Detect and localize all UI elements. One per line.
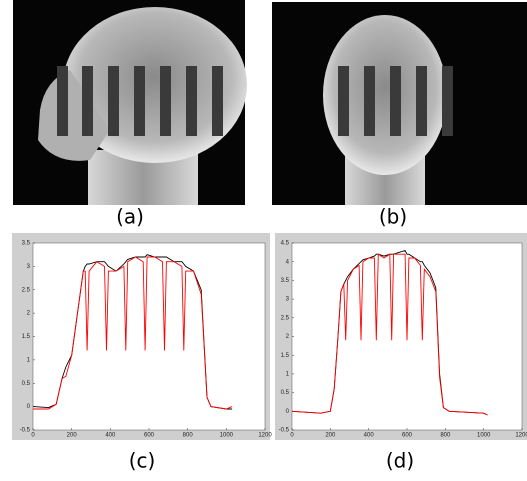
x-tick-label: 400: [364, 433, 375, 439]
y-tick-label: 3.5: [281, 278, 290, 284]
y-tick-label: 3: [286, 297, 290, 303]
x-tick-label: 1200: [515, 433, 527, 439]
y-tick-label: -0.5: [20, 428, 31, 434]
x-tick-label: 800: [440, 433, 451, 439]
x-tick-label: 800: [183, 433, 194, 439]
x-tick-label: 0: [290, 433, 294, 439]
caption: (c): [129, 449, 156, 473]
x-tick-label: 0: [31, 433, 35, 439]
y-tick-label: 0.5: [281, 390, 290, 396]
y-tick-label: 4.5: [281, 241, 290, 247]
y-tick-label: 1: [286, 371, 290, 377]
x-tick-label: 600: [402, 433, 413, 439]
data-line: [291, 253, 488, 416]
y-tick-label: 1.5: [281, 353, 290, 359]
data-line: [33, 256, 233, 410]
x-tick-label: 1000: [477, 433, 491, 439]
y-tick-label: 1.5: [22, 334, 31, 340]
plot-area: [32, 242, 266, 431]
y-tick-label: 3.5: [22, 241, 31, 247]
y-tick-label: 4: [286, 259, 290, 265]
x-tick-label: 400: [105, 433, 116, 439]
y-tick-label: 3: [27, 264, 31, 270]
x-tick-label: 200: [67, 433, 78, 439]
caption: (d): [386, 449, 414, 473]
caption: (a): [116, 205, 144, 229]
y-tick-label: -0.5: [279, 428, 290, 434]
y-tick-label: 1: [27, 357, 31, 363]
x-tick-label: 1000: [220, 433, 234, 439]
caption: (b): [379, 205, 407, 229]
y-tick-label: 0: [286, 409, 290, 415]
xray-frontal: [272, 2, 527, 205]
x-tick-label: 600: [144, 433, 155, 439]
x-tick-label: 1200: [258, 433, 272, 439]
y-tick-label: 0: [27, 404, 31, 410]
y-tick-label: 2.5: [22, 287, 31, 293]
y-tick-label: 2: [27, 311, 31, 317]
x-tick-label: 200: [325, 433, 336, 439]
y-tick-label: 2: [286, 334, 290, 340]
xray-lateral: [13, 0, 247, 205]
y-tick-label: 2.5: [281, 315, 290, 321]
y-tick-label: 0.5: [22, 381, 31, 387]
